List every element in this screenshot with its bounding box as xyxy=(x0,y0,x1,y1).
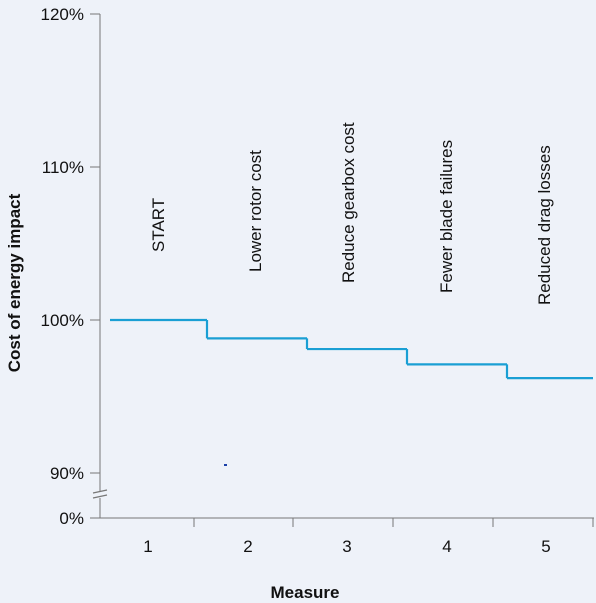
x-axis-title: Measure xyxy=(271,583,340,602)
axis-break-mark xyxy=(92,489,108,494)
x-tick-label: 5 xyxy=(541,537,550,556)
annotation-reduce-gearbox-cost: Reduce gearbox cost xyxy=(339,122,358,283)
y-axis-title: Cost of energy impact xyxy=(5,193,24,372)
annotation-lower-rotor-cost: Lower rotor cost xyxy=(246,150,265,272)
x-tick-label: 2 xyxy=(243,537,252,556)
x-tick-label: 3 xyxy=(342,537,351,556)
x-tick-label: 4 xyxy=(442,537,451,556)
x-tick-label: 1 xyxy=(143,537,152,556)
y-tick-label: 100% xyxy=(41,311,84,330)
annotation-start: START xyxy=(149,198,168,252)
y-tick-label: 90% xyxy=(50,464,84,483)
y-tick-label: 120% xyxy=(41,5,84,24)
y-tick-label: 110% xyxy=(42,158,84,177)
axis-break-mark xyxy=(92,494,108,499)
annotation-fewer-blade-failures: Fewer blade failures xyxy=(437,140,456,293)
y-tick-label: 0% xyxy=(59,509,84,528)
stray-mark xyxy=(224,464,227,466)
series-layer xyxy=(110,318,593,380)
annotation-reduced-drag-losses: Reduced drag losses xyxy=(535,145,554,305)
